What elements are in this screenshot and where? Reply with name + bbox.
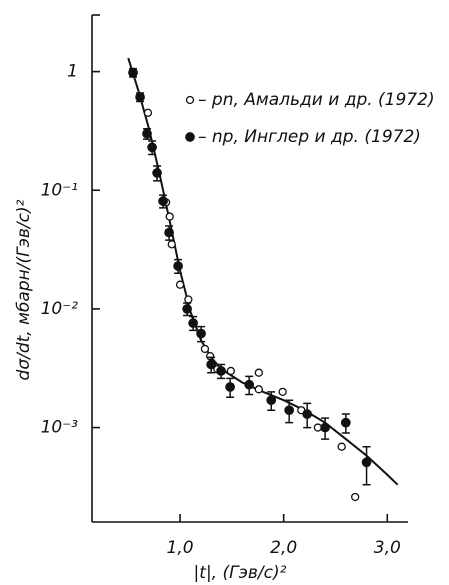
data-point xyxy=(158,196,168,206)
data-point xyxy=(340,417,351,428)
data-point xyxy=(216,366,226,376)
y-axis-label: dσ/dt, мбарн/(Гэв/с)² xyxy=(14,199,34,380)
data-point xyxy=(302,409,313,419)
x-tick-label: 2,0 xyxy=(270,538,297,558)
x-axis-label: |t|, (Гэв/с)² xyxy=(194,563,287,583)
data-point xyxy=(173,261,183,271)
data-point xyxy=(226,366,235,376)
data-point xyxy=(182,304,192,314)
data-point xyxy=(200,344,210,354)
data-point xyxy=(135,92,145,102)
legend-label: – pn, Амальди и др. (1972) xyxy=(198,90,435,110)
data-point xyxy=(244,379,255,390)
legend-label: – np, Инглер и др. (1972) xyxy=(198,127,421,147)
data-point xyxy=(284,405,295,416)
y-tick-label: 10⁻¹ xyxy=(41,180,78,200)
x-tick-label: 1,0 xyxy=(167,538,194,558)
y-tick-label: 10⁻² xyxy=(41,299,79,319)
data-point xyxy=(143,108,153,117)
data-point xyxy=(205,351,215,361)
data-point xyxy=(164,227,174,238)
data-point xyxy=(165,212,174,221)
data-point xyxy=(254,385,263,394)
data-point xyxy=(147,142,157,153)
data-point xyxy=(278,387,287,396)
data-point xyxy=(351,492,360,502)
data-point xyxy=(320,422,330,433)
data-point xyxy=(206,359,216,370)
data-point xyxy=(337,442,346,451)
data-point xyxy=(184,295,193,304)
data-point xyxy=(188,318,198,328)
fit-curve xyxy=(127,57,399,486)
y-tick-label: 10⁻³ xyxy=(41,418,79,438)
data-point xyxy=(225,382,235,392)
x-tick-label: 3,0 xyxy=(374,538,401,558)
data-point xyxy=(167,240,176,249)
data-point xyxy=(266,395,277,406)
data-point xyxy=(361,457,372,468)
y-tick-label: 1 xyxy=(67,62,78,82)
data-point xyxy=(175,280,185,289)
data-point xyxy=(254,368,263,377)
data-point xyxy=(142,128,152,139)
data-point xyxy=(196,328,206,339)
legend-marker xyxy=(185,132,195,142)
data-point xyxy=(128,67,138,78)
data-point xyxy=(152,168,162,178)
legend-marker xyxy=(185,95,195,105)
